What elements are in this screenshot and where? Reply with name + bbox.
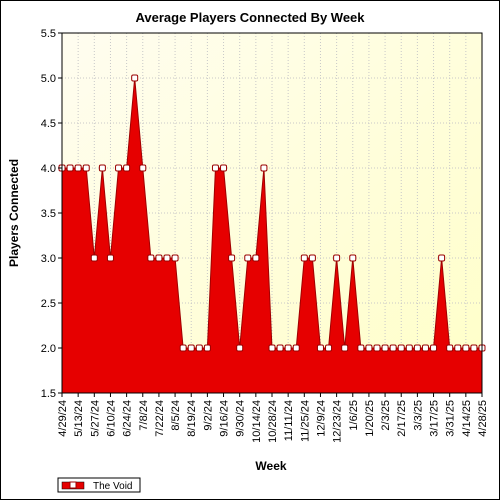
x-tick-label: 2/17/25 (396, 400, 408, 437)
x-tick-label: 5/13/24 (73, 400, 85, 437)
data-point (90, 254, 98, 262)
x-tick-label: 9/2/24 (202, 400, 214, 431)
data-point (341, 344, 349, 352)
x-tick-label: 3/31/25 (445, 400, 457, 437)
data-point (187, 344, 195, 352)
x-tick-label: 8/5/24 (170, 400, 182, 431)
data-point (139, 164, 147, 172)
x-tick-label: 6/10/24 (105, 400, 117, 437)
data-point (276, 344, 284, 352)
data-point (454, 344, 462, 352)
data-point (228, 254, 236, 262)
data-point (179, 344, 187, 352)
data-point (430, 344, 438, 352)
data-point (405, 344, 413, 352)
data-point (252, 254, 260, 262)
x-tick-label: 11/11/24 (283, 400, 295, 441)
data-point (155, 254, 163, 262)
legend-label: The Void (93, 481, 132, 492)
x-tick-label: 10/14/24 (251, 400, 263, 443)
x-tick-label: 9/30/24 (235, 400, 247, 437)
data-point (220, 164, 228, 172)
x-tick-label: 7/22/24 (154, 400, 166, 437)
data-point (260, 164, 268, 172)
data-point (421, 344, 429, 352)
x-tick-label: 11/25/24 (299, 400, 311, 442)
data-point (98, 164, 106, 172)
data-point (381, 344, 389, 352)
data-point (349, 254, 357, 262)
x-tick-label: 1/6/25 (348, 400, 360, 431)
data-point (171, 254, 179, 262)
data-point (316, 344, 324, 352)
x-tick-label: 9/16/24 (219, 400, 231, 437)
x-tick-label: 12/9/24 (315, 400, 327, 437)
data-point (365, 344, 373, 352)
y-tick-label: 1.5 (41, 388, 56, 400)
data-point (462, 344, 470, 352)
x-axis-label: Week (255, 459, 286, 473)
y-tick-label: 5.0 (41, 73, 56, 85)
legend: The Void (57, 477, 141, 493)
x-tick-label: 2/3/25 (380, 400, 392, 431)
series-area (58, 74, 486, 393)
y-ticks: 1.5 2.0 2.5 3.0 3.5 4.0 4.5 5.0 5.5 (41, 28, 62, 400)
data-point (82, 164, 90, 172)
data-point (195, 344, 203, 352)
data-point (106, 254, 114, 262)
data-point (438, 254, 446, 262)
y-axis-label: Players Connected (7, 159, 21, 267)
y-tick-label: 2.0 (41, 343, 56, 355)
data-point (163, 254, 171, 262)
data-point (74, 164, 82, 172)
x-tick-label: 6/24/24 (122, 400, 134, 437)
x-tick-label: 4/14/25 (461, 400, 473, 437)
data-point (373, 344, 381, 352)
data-point (308, 254, 316, 262)
data-point (325, 344, 333, 352)
x-tick-label: 3/17/25 (429, 400, 441, 437)
data-point (470, 344, 478, 352)
data-point (236, 344, 244, 352)
data-point (397, 344, 405, 352)
y-tick-label: 4.0 (41, 163, 56, 175)
data-point (357, 344, 365, 352)
data-point (446, 344, 454, 352)
x-tick-label: 3/3/25 (412, 400, 424, 431)
data-point (284, 344, 292, 352)
chart-title: Average Players Connected By Week (135, 10, 365, 25)
y-tick-label: 3.0 (41, 253, 56, 265)
x-tick-label: 12/23/24 (332, 400, 344, 443)
x-tick-label: 4/29/24 (57, 400, 69, 437)
data-point (66, 164, 74, 172)
data-point (413, 344, 421, 352)
y-tick-label: 4.5 (41, 118, 56, 130)
y-tick-label: 3.5 (41, 208, 56, 220)
data-point (203, 344, 211, 352)
x-tick-label: 7/8/24 (138, 400, 150, 431)
x-tick-label: 8/19/24 (186, 400, 198, 437)
x-tick-label: 4/28/25 (477, 400, 489, 437)
x-tick-label: 1/20/25 (364, 400, 376, 437)
data-point (300, 254, 308, 262)
data-point (131, 74, 139, 82)
data-point (147, 254, 155, 262)
data-point (333, 254, 341, 262)
data-point (115, 164, 123, 172)
legend-marker (69, 481, 77, 489)
y-tick-label: 5.5 (41, 28, 56, 40)
y-tick-label: 2.5 (41, 298, 56, 310)
area-fill (62, 78, 482, 393)
data-point (292, 344, 300, 352)
x-ticks: 4/29/24 5/13/24 5/27/24 6/10/24 6/24/24 7/8/2… (57, 393, 489, 443)
x-tick-label: 10/28/24 (267, 400, 279, 443)
data-point (211, 164, 219, 172)
data-point (123, 164, 131, 172)
x-tick-label: 5/27/24 (89, 400, 101, 437)
data-point (268, 344, 276, 352)
data-point (389, 344, 397, 352)
data-point (244, 254, 252, 262)
